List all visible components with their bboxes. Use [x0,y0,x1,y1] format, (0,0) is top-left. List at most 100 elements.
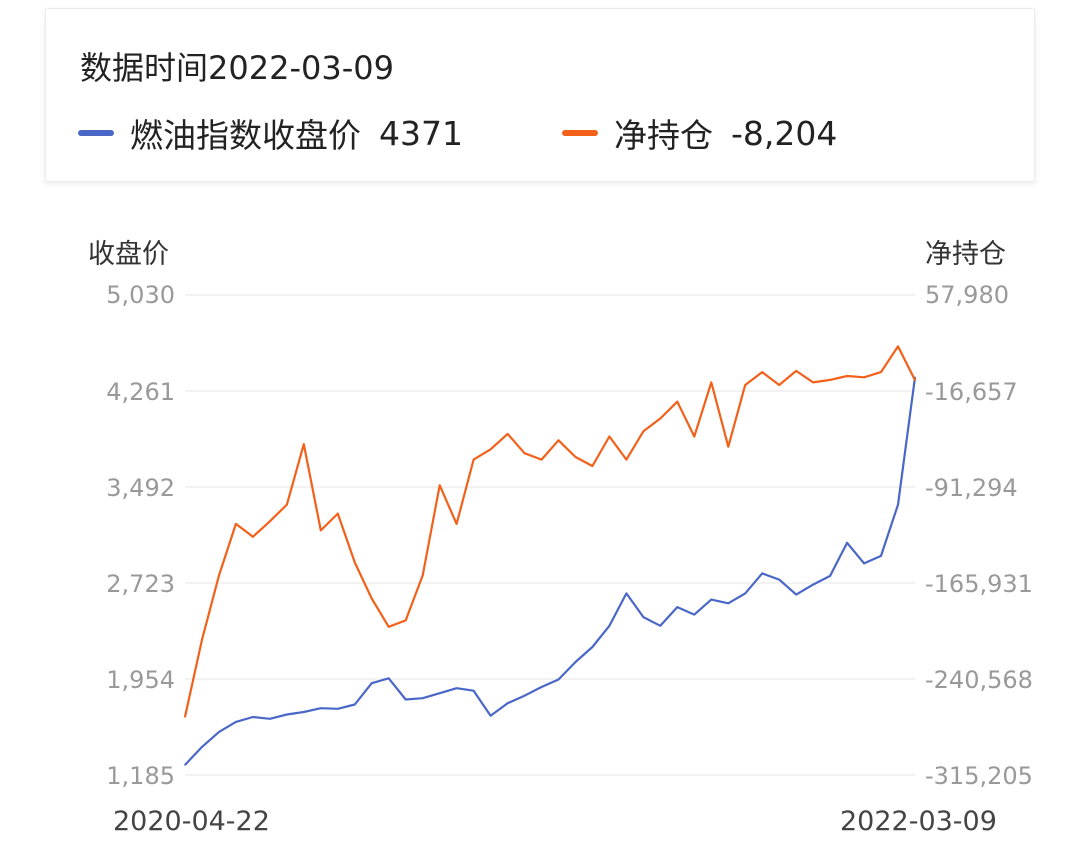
data-point [863,562,865,565]
data-point [710,381,713,384]
legend-item-net-position[interactable]: 净持仓 -8,204 [562,109,837,157]
data-point [676,400,679,403]
data-point [269,718,271,720]
data-point [337,708,339,710]
legend-value: 4371 [379,113,463,153]
data-point [829,575,831,577]
legend-value: -8,204 [731,113,838,153]
data-point [540,458,543,461]
data-point [387,677,390,680]
data-point [523,694,526,697]
data-point [897,345,899,348]
series-line-net-position [183,345,916,718]
left-tick-label: 4,261 [106,378,175,406]
data-point [829,379,831,381]
data-point [184,716,186,718]
data-point [455,523,458,525]
data-point [387,626,390,628]
data-point [574,456,577,458]
data-point [370,682,373,684]
data-point [354,703,356,706]
data-point [914,379,916,381]
data-point [591,646,594,648]
data-point [625,592,628,595]
data-point [761,371,763,373]
right-tick-label: -240,568 [925,666,1033,694]
data-point [438,484,441,487]
data-point [320,529,322,532]
left-tick-label: 5,030 [106,281,175,309]
data-point [235,523,237,525]
data-point [710,598,713,601]
data-point [506,702,509,704]
data-point [795,370,797,372]
data-point [337,512,339,515]
data-point [523,452,526,455]
right-axis-title: 净持仓 [925,239,1006,270]
data-point [659,417,662,420]
data-point [286,713,288,716]
data-point [557,439,560,442]
data-point [252,536,254,538]
data-point [778,578,780,581]
series-lines [183,345,917,766]
legend-swatch-blue [78,130,114,136]
data-point [880,555,882,557]
data-point [812,381,814,384]
legend-swatch-orange [562,130,598,136]
left-tick-label: 2,723 [106,570,175,598]
data-point [744,592,746,595]
data-point [693,435,696,438]
data-point [693,613,696,616]
data-point [269,520,271,523]
right-tick-label: -16,657 [925,378,1018,406]
data-point [846,542,848,544]
right-tick-label: -91,294 [925,474,1018,502]
data-point [557,678,560,681]
right-tick-label: 57,980 [925,281,1009,309]
legend-label: 净持仓 [614,116,713,155]
legend-item-close-price[interactable]: 燃油指数收盘价 4371 [78,109,463,157]
data-point [354,561,356,564]
right-tick-label: -165,931 [925,570,1033,598]
left-axis-title: 收盘价 [88,239,169,270]
data-point [761,572,763,575]
data-point [421,574,424,577]
left-tick-label: 1,185 [106,762,175,790]
data-point [404,619,407,622]
data-point [489,714,492,717]
data-point [472,689,475,692]
data-point [846,375,848,377]
left-tick-label: 3,492 [106,474,175,502]
data-point [880,371,882,373]
data-point [404,698,407,701]
data-point [201,638,203,641]
data-point [489,448,492,451]
data-point [506,433,509,435]
data-point [438,692,441,694]
data-point [676,606,679,608]
data-point [472,458,475,461]
data-point [642,616,645,618]
right-tick-label: -315,205 [925,762,1033,790]
series-line-close-price [184,377,917,766]
data-point [218,731,220,733]
data-point [303,443,305,446]
tooltip-date: 数据时间2022-03-09 [80,49,394,87]
x-axis-start-date: 2020-04-22 [113,806,270,837]
data-point [184,764,186,766]
data-point [863,376,865,379]
data-point [727,602,730,605]
data-point [540,686,543,688]
x-axis-end-date: 2022-03-09 [840,806,997,837]
legend-label: 燃油指数收盘价 [130,116,361,155]
data-point [659,625,662,627]
data-point [252,716,254,718]
data-point [320,707,322,709]
data-point [795,593,797,596]
data-point [812,583,814,586]
data-point [727,445,730,448]
data-point [286,503,288,506]
data-point [608,435,611,438]
